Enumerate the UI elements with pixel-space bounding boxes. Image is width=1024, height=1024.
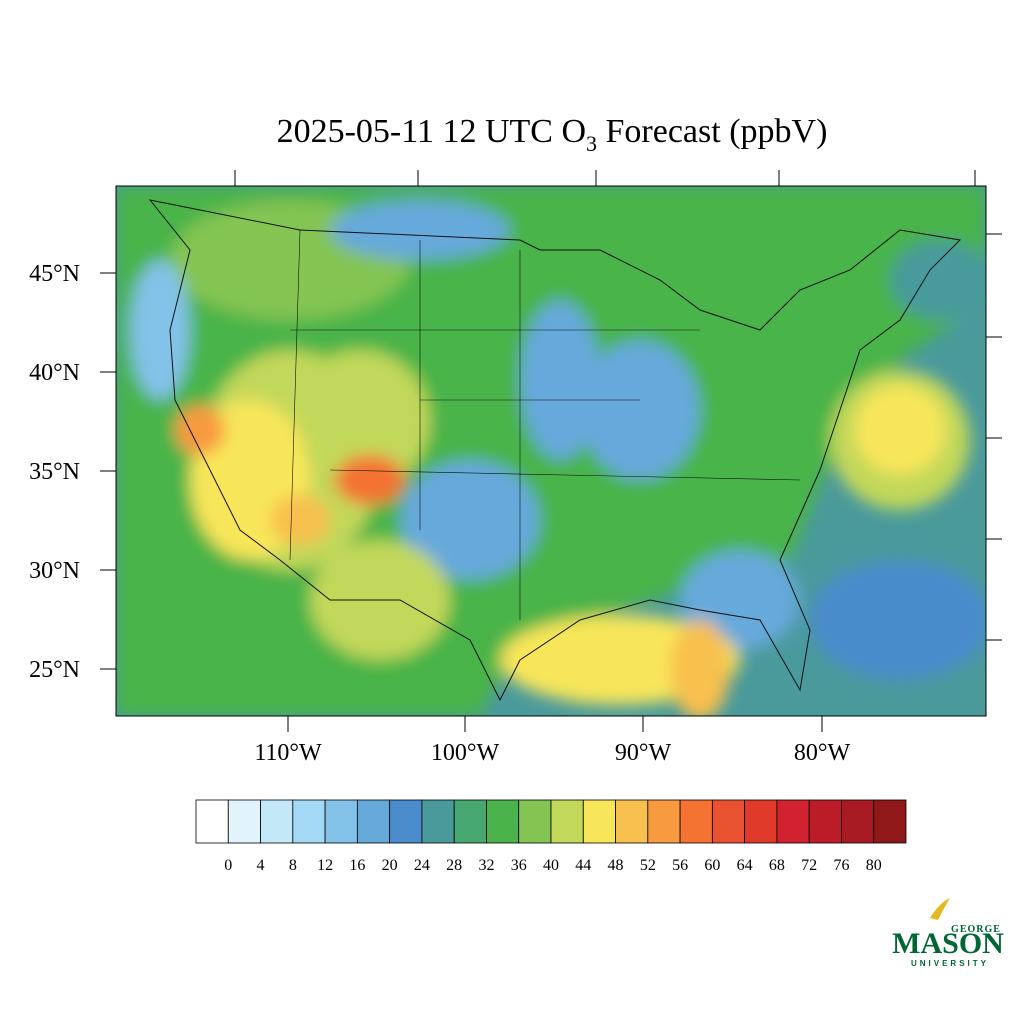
colorbar-box [776,799,810,844]
logo-main: MASON [892,927,1004,960]
lat-label: 45°N [29,261,80,287]
colorbar-box [550,799,584,844]
colorbar-label: 0 [224,857,232,874]
colorbar-box [260,799,294,844]
colorbar-box [453,799,487,844]
colorbar-label: 80 [866,857,882,874]
colorbar-label: 24 [414,857,430,874]
colorbar-label: 28 [446,857,462,874]
lon-label: 90°W [615,740,672,766]
colorbar-box [647,799,681,844]
lat-label: 35°N [29,459,80,485]
colorbar-box [582,799,616,844]
map-ticks [100,170,1002,732]
colorbar-box [421,799,455,844]
colorbar-box [679,799,713,844]
colorbar-box [873,799,907,844]
colorbar-label: 8 [289,857,297,874]
colorbar-box [744,799,778,844]
colorbar-label: 68 [769,857,785,874]
colorbar-box [195,799,229,844]
colorbar-label: 12 [317,857,333,874]
colorbar-box [227,799,261,844]
lon-label: 80°W [794,740,851,766]
colorbar-label: 52 [640,857,656,874]
colorbar-box [389,799,423,844]
lon-label: 100°W [431,740,500,766]
colorbar-box [292,799,326,844]
colorbar-label: 32 [478,857,494,874]
colorbar-label: 4 [257,857,265,874]
colorbar-label: 44 [575,857,591,874]
colorbar-box [356,799,391,844]
colorbar-box [518,799,552,844]
logo-flame [930,898,950,920]
colorbar-box [486,799,520,844]
lat-label: 25°N [29,657,80,683]
colorbar-box [615,799,649,844]
map-frame [115,185,987,717]
title: 2025-05-11 12 UTC O3 Forecast (ppbV) [277,113,828,156]
colorbar-label: 40 [543,857,559,874]
colorbar-box [711,799,746,844]
title-rest: Forecast (ppbV) [597,113,827,150]
colorbar-label: 60 [704,857,720,874]
title-main: 2025-05-11 12 UTC O [277,113,586,150]
lat-label: 30°N [29,558,80,584]
colorbar-label: 76 [833,857,849,874]
colorbar-box [841,799,875,844]
colorbar-label: 36 [511,857,527,874]
lon-labels: 110°W 100°W 90°W 80°W [254,740,850,766]
colorbar-label: 20 [382,857,398,874]
logo: GEORGE MASON UNIVERSITY [892,898,1004,968]
ozone-field [116,186,986,716]
colorbar-label: 16 [349,857,365,874]
lat-labels: 45°N 40°N 35°N 30°N 25°N [29,261,80,683]
logo-bottom: UNIVERSITY [911,959,989,968]
colorbar-label: 64 [737,857,753,874]
colorbar-label: 72 [801,857,817,874]
colorbar-label: 56 [672,857,688,874]
colorbar-label: 48 [608,857,624,874]
lat-label: 40°N [29,360,80,386]
title-subscript: 3 [586,131,597,156]
colorbar-box [808,799,842,844]
colorbar: 0 4 8 12 16 20 24 28 32 36 40 44 48 52 56 60 64 68 72 76 80 [195,799,907,874]
colorbar-box [324,799,358,844]
logo-top: GEORGE [951,924,1001,935]
lon-label: 110°W [254,740,322,766]
